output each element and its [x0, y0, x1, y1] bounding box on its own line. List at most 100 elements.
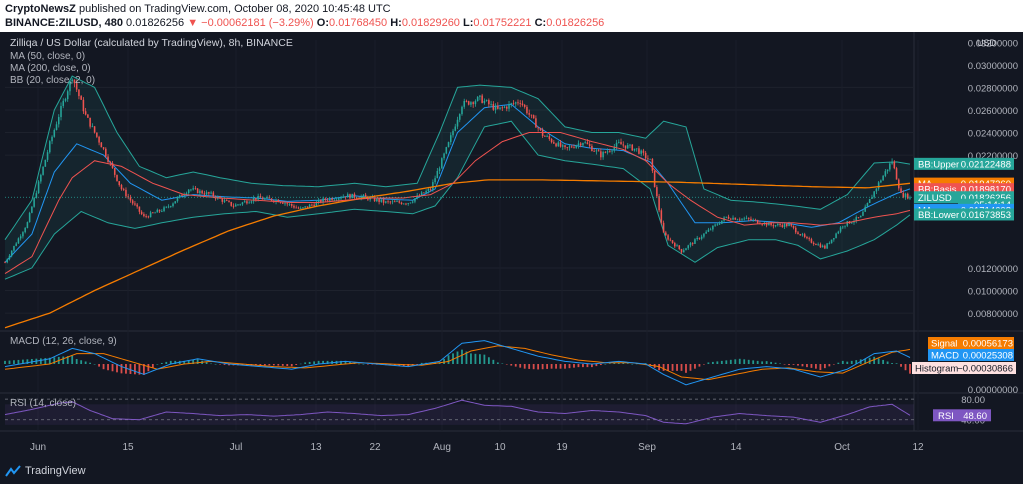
time-tick-label: 22 [369, 442, 381, 453]
macd-histogram-bar [349, 361, 351, 364]
macd-histogram-bar [228, 364, 230, 366]
candle-body [315, 202, 318, 206]
candle-body [116, 174, 118, 182]
candle-body [875, 188, 878, 192]
candle-body [427, 188, 430, 192]
candle-body [725, 216, 728, 218]
candle-body [378, 198, 380, 202]
candle-body [779, 223, 781, 226]
candle-body [868, 198, 871, 204]
candle-body [329, 198, 331, 201]
candle-body [591, 145, 593, 151]
candle-body [685, 248, 687, 251]
candle-body [91, 126, 94, 128]
candle-body [880, 180, 882, 183]
candle-body [281, 202, 284, 204]
candle-body [145, 216, 147, 217]
macd-histogram-bar [747, 359, 750, 364]
candle-body [286, 203, 289, 205]
macd-label-box [912, 362, 1016, 374]
legend-ma50[interactable]: MA (50, close, 0) [10, 51, 86, 62]
macd-histogram-bar [662, 364, 665, 371]
candle-body [642, 150, 645, 153]
candle-body [582, 142, 584, 146]
candle-body [884, 171, 887, 176]
candle-body [391, 201, 394, 203]
candle-body [526, 106, 528, 114]
macd-label-box [928, 349, 1014, 361]
macd-histogram-bar [797, 364, 799, 366]
candle-body [902, 192, 905, 198]
legend-macd[interactable]: MACD (12, 26, close, 9) [10, 336, 117, 347]
macd-histogram-bar [595, 364, 598, 367]
macd-histogram-bar [694, 364, 696, 369]
tradingview-logo[interactable]: TradingView [5, 465, 86, 477]
macd-histogram-bar [779, 363, 781, 364]
macd-histogram-bar [900, 364, 902, 367]
macd-histogram-bar [501, 363, 504, 364]
macd-histogram-bar [452, 353, 454, 364]
time-tick-label: Jul [230, 442, 243, 453]
macd-histogram-bar [550, 364, 553, 369]
author-name[interactable]: CryptoNewsZ [5, 3, 76, 15]
candle-body [311, 204, 313, 206]
candle-body [461, 106, 463, 115]
candle-body [512, 103, 515, 105]
macd-histogram-bar [882, 359, 885, 364]
candle-body [497, 105, 499, 109]
candle-body [837, 231, 840, 234]
candle-body [662, 222, 665, 233]
macd-histogram-bar [219, 364, 221, 365]
macd-histogram-bar [846, 361, 849, 364]
candle-body [680, 249, 683, 253]
candle-body [194, 188, 197, 190]
legend-rsi[interactable]: RSI (14, close) [10, 398, 77, 409]
candle-body [519, 103, 522, 105]
candle-body [548, 136, 551, 139]
legend-bb[interactable]: BB (20, close, 2, 0) [10, 75, 96, 86]
candle-body [109, 161, 112, 164]
macd-histogram-bar [671, 364, 674, 371]
candle-body [156, 209, 159, 213]
candle-body [302, 207, 304, 209]
candle-body [118, 181, 121, 185]
candle-body [221, 198, 224, 202]
macd-label-value: −0.00030866 [957, 364, 1013, 375]
candle-body [904, 193, 907, 198]
candle-body [465, 100, 468, 102]
candle-body [620, 142, 622, 145]
candle-body [393, 201, 396, 203]
open-label: O: [316, 17, 330, 29]
candle-body [553, 142, 555, 144]
candle-body [562, 145, 564, 147]
macd-histogram-bar [837, 362, 840, 364]
candle-body [31, 206, 33, 213]
price-tick-label: 0.00800000 [968, 309, 1018, 320]
candle-body [317, 199, 320, 203]
candle-body [799, 234, 802, 236]
candle-body [136, 204, 138, 207]
candle-body [855, 217, 858, 222]
candle-body [111, 163, 114, 169]
macd-histogram-bar [635, 363, 638, 365]
chart-canvas[interactable]: 0.02800000 0.02600000 0.02400000 0.02200000… [0, 32, 1023, 460]
candle-body [293, 205, 295, 208]
macd-histogram-bar [313, 361, 316, 364]
candle-body [306, 206, 309, 208]
macd-histogram-bar [465, 351, 468, 364]
candle-body [696, 237, 698, 240]
candle-body [53, 130, 56, 137]
candle-body [389, 201, 392, 203]
macd-histogram-bar [326, 360, 329, 364]
candle-body [346, 194, 349, 198]
candle-body [674, 243, 676, 247]
candle-body [877, 182, 880, 189]
candle-body [842, 226, 844, 228]
legend-ma200[interactable]: MA (200, close, 0) [10, 63, 91, 74]
candle-body [407, 203, 410, 204]
candle-body [470, 102, 472, 105]
macd-histogram-bar [904, 364, 907, 371]
candle-body [89, 117, 91, 127]
candle-body [113, 168, 116, 175]
